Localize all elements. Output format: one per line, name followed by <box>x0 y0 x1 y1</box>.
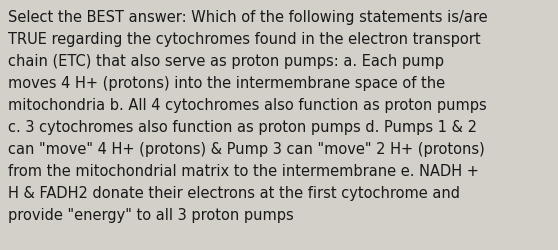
Text: TRUE regarding the cytochromes found in the electron transport: TRUE regarding the cytochromes found in … <box>8 32 480 46</box>
Text: can "move" 4 H+ (protons) & Pump 3 can "move" 2 H+ (protons): can "move" 4 H+ (protons) & Pump 3 can "… <box>8 142 484 156</box>
Text: Select the BEST answer: Which of the following statements is/are: Select the BEST answer: Which of the fol… <box>8 10 488 24</box>
Text: H & FADH2 donate their electrons at the first cytochrome and: H & FADH2 donate their electrons at the … <box>8 186 460 200</box>
Text: provide "energy" to all 3 proton pumps: provide "energy" to all 3 proton pumps <box>8 208 294 222</box>
Text: chain (ETC) that also serve as proton pumps: a. Each pump: chain (ETC) that also serve as proton pu… <box>8 54 444 68</box>
Text: moves 4 H+ (protons) into the intermembrane space of the: moves 4 H+ (protons) into the intermembr… <box>8 76 445 90</box>
Text: c. 3 cytochromes also function as proton pumps d. Pumps 1 & 2: c. 3 cytochromes also function as proton… <box>8 120 477 134</box>
Text: mitochondria b. All 4 cytochromes also function as proton pumps: mitochondria b. All 4 cytochromes also f… <box>8 98 487 112</box>
Text: from the mitochondrial matrix to the intermembrane e. NADH +: from the mitochondrial matrix to the int… <box>8 164 479 178</box>
